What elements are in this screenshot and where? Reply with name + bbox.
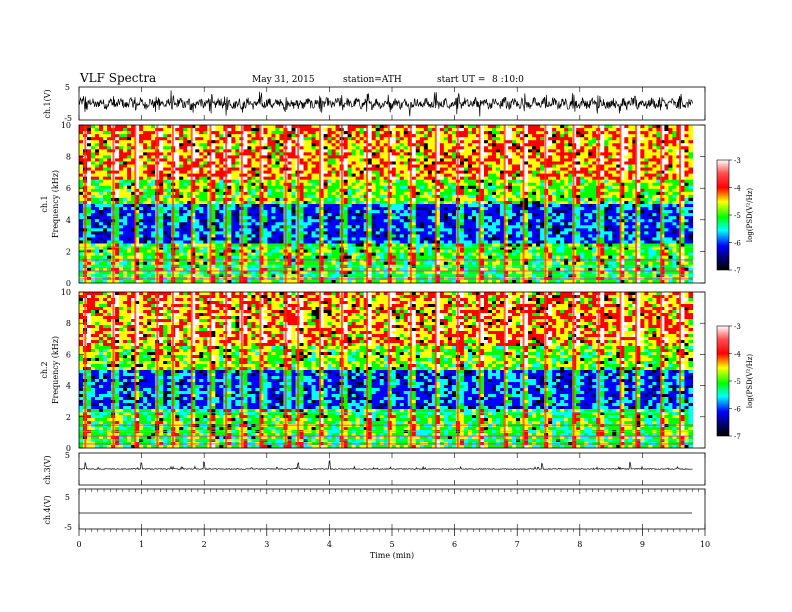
cb2-ticks-label--7: -7 bbox=[734, 433, 741, 441]
time-tick-1: 1 bbox=[139, 540, 144, 549]
ch3-ylabel: ch.3(V) bbox=[43, 455, 52, 484]
time-tick-3: 3 bbox=[264, 540, 269, 549]
ch1-ytick-5: 5 bbox=[65, 83, 70, 92]
cb2-ticks-label--4: -4 bbox=[734, 351, 741, 359]
ch2-spectrogram-panel: 10 8 6 4 2 0 ch.2 Frequency (kHz) bbox=[40, 288, 706, 453]
ch2-spectrogram-image bbox=[79, 292, 694, 448]
time-tick-2: 2 bbox=[202, 540, 207, 549]
cb2-ticks-label--6: -6 bbox=[734, 406, 741, 414]
spec1-yticks-label-2: 2 bbox=[66, 247, 71, 256]
figure-title: VLF Spectra bbox=[79, 71, 156, 85]
spec2-yticks-label-0: 0 bbox=[66, 444, 71, 453]
ch1-waveform-panel: 5 -5 ch.1(V) bbox=[43, 83, 706, 123]
colorbar-ch1-gradient bbox=[716, 159, 730, 271]
spec1-yticks-label-6: 6 bbox=[66, 184, 71, 193]
ch1-spectrogram-frame bbox=[78, 124, 706, 284]
cb2-ticks-label--5: -5 bbox=[734, 378, 741, 386]
cb1-ticks-label--5: -5 bbox=[734, 212, 741, 220]
ch1-ylabel: ch.1(V) bbox=[43, 89, 52, 118]
ch1-ytick-neg5: -5 bbox=[64, 114, 72, 123]
date-label: May 31, 2015 bbox=[252, 75, 315, 85]
time-tick-4: 4 bbox=[327, 540, 332, 549]
ch2-spectrogram-frame bbox=[78, 291, 706, 449]
colorbar-ch2-label: log(PSD(V²/Hz) bbox=[746, 354, 754, 409]
spec2-yticks-label-8: 8 bbox=[66, 319, 71, 328]
colorbar-ch2: -3 -4 -5 -6 -7 log(PSD(V²/Hz) bbox=[716, 323, 754, 441]
ch1-spec-channel-label: ch.1 bbox=[40, 195, 49, 212]
start-ut-label: start UT = bbox=[437, 75, 485, 85]
station-label: station=ATH bbox=[343, 75, 402, 85]
ch4-ylabel: ch.4(V) bbox=[43, 495, 52, 524]
ch4-waveform-panel: 5 -5 ch.4(V) bbox=[43, 488, 706, 532]
ch3-ytick-5: 5 bbox=[65, 451, 70, 460]
ch1-spectrogram-image bbox=[79, 125, 694, 283]
ch2-spec-ylabel: Frequency (kHz) bbox=[51, 336, 60, 404]
time-axis: 0 1 2 3 4 5 6 7 8 9 10 bbox=[76, 87, 710, 549]
time-tick-9: 9 bbox=[640, 540, 645, 549]
ch3-waveform-line bbox=[78, 460, 693, 471]
spec2-yticks-label-4: 4 bbox=[66, 382, 71, 391]
spec2-yticks-label-2: 2 bbox=[66, 413, 71, 422]
spec1-yticks-label-10: 10 bbox=[61, 121, 71, 130]
cb2-ticks-label--3: -3 bbox=[734, 323, 741, 331]
ch4-ytick-neg5: -5 bbox=[64, 523, 72, 532]
spec1-yticks-label-0: 0 bbox=[66, 279, 71, 288]
start-time-value: 8 :10:0 bbox=[492, 75, 524, 85]
ch1-spectrogram-panel: 10 8 6 4 2 0 ch.1 Frequency (kHz) bbox=[40, 121, 706, 288]
cb1-ticks-label--7: -7 bbox=[734, 267, 741, 275]
time-tick-8: 8 bbox=[577, 540, 582, 549]
spec2-yticks-label-6: 6 bbox=[66, 350, 71, 359]
spec2-yticks-label-10: 10 bbox=[61, 288, 71, 297]
ch1-spec-ylabel: Frequency (kHz) bbox=[51, 170, 60, 238]
ch4-ytick-5: 5 bbox=[65, 493, 70, 502]
colorbar-ch2-gradient bbox=[716, 325, 730, 437]
time-tick-10: 10 bbox=[700, 540, 710, 549]
time-tick-6: 6 bbox=[452, 540, 457, 549]
colorbar-ch1-label: log(PSD(V²/Hz) bbox=[746, 188, 754, 243]
ch3-waveform-panel: 5 ch.3(V) bbox=[43, 451, 706, 486]
time-axis-label: Time (min) bbox=[370, 551, 414, 560]
ch1-waveform-line bbox=[78, 90, 693, 117]
spec1-yticks-label-4: 4 bbox=[66, 216, 71, 225]
time-tick-7: 7 bbox=[515, 540, 520, 549]
time-tick-0: 0 bbox=[76, 540, 81, 549]
cb1-ticks-label--6: -6 bbox=[734, 240, 741, 248]
ch4-waveform-frame bbox=[78, 488, 706, 530]
cb1-ticks-label--4: -4 bbox=[734, 185, 741, 193]
time-tick-5: 5 bbox=[389, 540, 394, 549]
spec1-yticks-label-8: 8 bbox=[66, 153, 71, 162]
cb1-ticks-label--3: -3 bbox=[734, 157, 741, 165]
colorbar-ch1: -3 -4 -5 -6 -7 log(PSD(V²/Hz) bbox=[716, 157, 754, 275]
ch2-spec-channel-label: ch.2 bbox=[40, 361, 49, 378]
